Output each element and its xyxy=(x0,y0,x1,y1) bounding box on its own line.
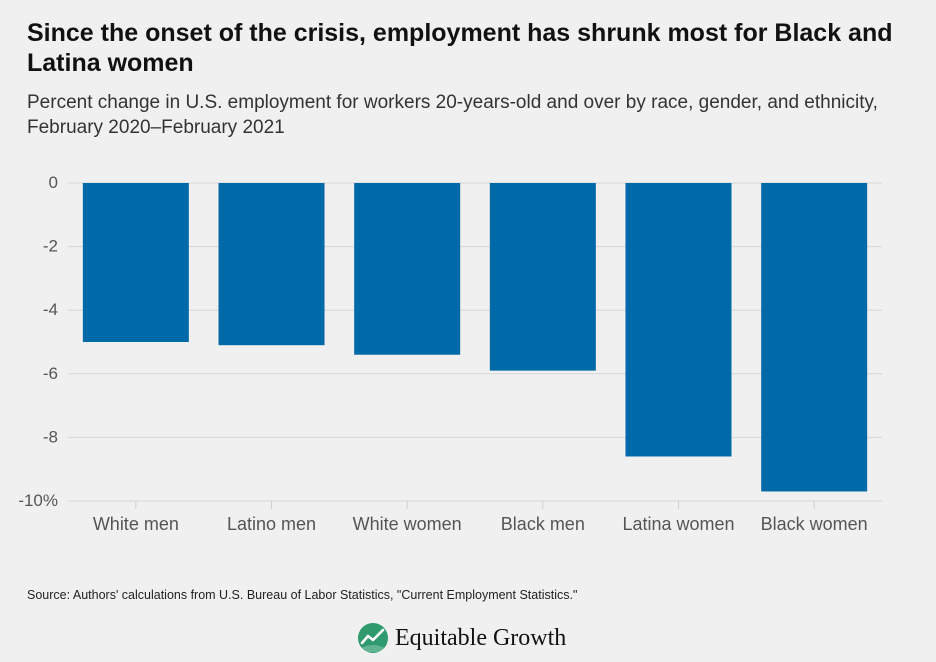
logo-text: Equitable Growth xyxy=(395,624,567,651)
bar-latina-women xyxy=(625,183,732,457)
chart-subtitle: Percent change in U.S. employment for wo… xyxy=(27,92,878,138)
source-note: Source: Authors' calculations from U.S. … xyxy=(27,588,578,602)
bar-black-men xyxy=(489,183,596,371)
x-tick-label: Black men xyxy=(501,514,585,534)
x-tick-label: Latina women xyxy=(622,514,734,534)
bar-black-women xyxy=(761,183,868,492)
x-tick-label: White women xyxy=(353,514,462,534)
bar-chart: 0 -2 -4 -6 -8 -10% White men Latino men White w… xyxy=(18,173,882,534)
x-axis-labels: White men Latino men White women Black men L… xyxy=(93,501,868,534)
x-tick-label: White men xyxy=(93,514,179,534)
y-tick-label: -4 xyxy=(43,300,58,319)
gridlines xyxy=(68,182,882,502)
y-tick-label: 0 xyxy=(49,173,58,192)
bars xyxy=(82,183,868,492)
x-tick-label: Latino men xyxy=(227,514,316,534)
y-tick-label: -10% xyxy=(18,491,58,510)
chart-title: Since the onset of the crisis, employmen… xyxy=(27,19,893,77)
equitable-growth-logo-icon xyxy=(358,623,388,653)
y-tick-label: -8 xyxy=(43,427,58,446)
bar-white-men xyxy=(82,183,189,342)
y-tick-label: -6 xyxy=(43,364,58,383)
equitable-growth-logo: Equitable Growth xyxy=(357,622,566,654)
bar-latino-men xyxy=(218,183,325,346)
y-tick-label: -2 xyxy=(43,237,58,256)
y-axis-ticks: 0 -2 -4 -6 -8 -10% xyxy=(18,173,58,510)
x-tick-label: Black women xyxy=(761,514,868,534)
bar-white-women xyxy=(354,183,461,355)
